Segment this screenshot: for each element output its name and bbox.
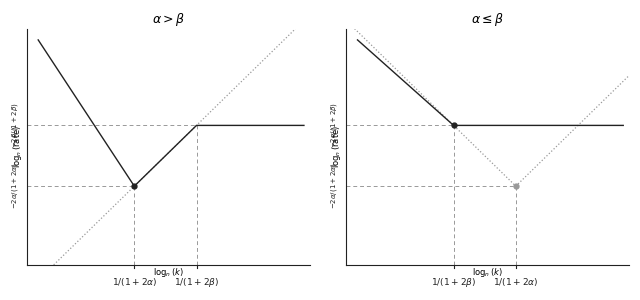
Text: $1/(1+2\beta)$: $1/(1+2\beta)$	[174, 276, 219, 289]
X-axis label: $\log_n(k)$: $\log_n(k)$	[153, 266, 184, 279]
X-axis label: $\log_n(k)$: $\log_n(k)$	[472, 266, 503, 279]
Y-axis label: $\log_n(\mathrm{rate})$: $\log_n(\mathrm{rate})$	[330, 125, 344, 168]
Text: $-2\alpha/(1+2\beta)$: $-2\alpha/(1+2\beta)$	[329, 102, 339, 148]
Title: $\alpha > \beta$: $\alpha > \beta$	[152, 11, 185, 28]
Text: $1/(1+2\beta)$: $1/(1+2\beta)$	[431, 276, 476, 289]
Text: $1/(1+2\alpha)$: $1/(1+2\alpha)$	[493, 276, 538, 288]
Y-axis label: $\log_n(\mathrm{rate})$: $\log_n(\mathrm{rate})$	[11, 125, 24, 168]
Title: $\alpha \leq \beta$: $\alpha \leq \beta$	[471, 11, 504, 28]
Text: $-2\beta/(1+2\beta)$: $-2\beta/(1+2\beta)$	[10, 102, 20, 148]
Text: $-2\alpha/(1+2\alpha)$: $-2\alpha/(1+2\alpha)$	[10, 163, 20, 209]
Text: $1/(1+2\alpha)$: $1/(1+2\alpha)$	[111, 276, 157, 288]
Text: $-2\alpha/(1+2\alpha)$: $-2\alpha/(1+2\alpha)$	[329, 163, 339, 209]
